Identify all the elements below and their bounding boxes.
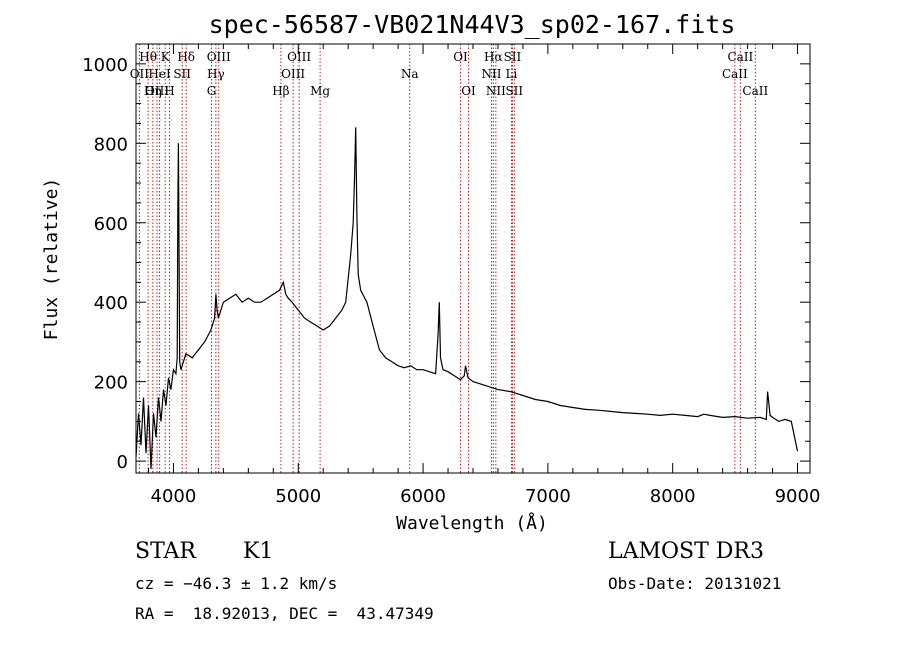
x-tick-label-5000: 5000 (275, 486, 321, 507)
marker-label-14: Hβ (272, 84, 289, 98)
marker-label-13: OIII (281, 67, 305, 81)
marker-label-17: OI (453, 50, 468, 64)
x-tick-label-6000: 6000 (400, 486, 446, 507)
subclass: K1 (243, 539, 274, 564)
marker-label-4: HeI (148, 67, 171, 81)
marker-label-9: OIII (207, 50, 231, 64)
marker-label-26: CaII (722, 67, 748, 81)
marker-label-5: Hη (144, 84, 162, 98)
x-axis-label: Wavelength (Å) (396, 512, 548, 534)
marker-label-23: NII (486, 84, 506, 98)
marker-label-1: OII (130, 67, 150, 81)
marker-label-21: NII (481, 67, 501, 81)
marker-label-2: OIII (145, 84, 169, 98)
y-axis-label: Flux (relative) (41, 178, 62, 341)
y-tick-label-200: 200 (94, 373, 128, 394)
axis-ticks: 4000 5000 6000 7000 8000 9000 0 200 400 600 800 100… (82, 44, 820, 507)
marker-label-18: OI (461, 84, 476, 98)
x-tick-label-8000: 8000 (650, 486, 696, 507)
y-tick-label-600: 600 (94, 214, 128, 235)
y-tick-label-400: 400 (94, 293, 128, 314)
marker-label-10: Hγ (207, 67, 225, 81)
marker-label-8: H (164, 84, 174, 98)
x-tick-label-9000: 9000 (775, 486, 821, 507)
marker-label-15: Mg (310, 84, 330, 98)
marker-label-16: Na (401, 67, 419, 81)
coordinates: RA = 18.92013, DEC = 43.47349 (135, 604, 434, 623)
marker-label-7: SII (173, 67, 191, 81)
y-tick-label-800: 800 (94, 134, 128, 155)
spectrum-series-line (135, 127, 799, 470)
plot-frame (135, 43, 811, 474)
marker-label-6: Hδ (177, 50, 195, 64)
marker-label-25: CaII (727, 50, 753, 64)
marker-label-20: SII (504, 50, 522, 64)
marker-label-19: Hα (484, 50, 503, 64)
marker-label-24: SII (505, 84, 523, 98)
marker-label-0: Hθ (139, 50, 157, 64)
y-tick-label-1000: 1000 (82, 55, 128, 76)
marker-label-3: K (161, 50, 171, 64)
x-tick-label-7000: 7000 (525, 486, 571, 507)
line-markers (138, 44, 756, 473)
object-class: STAR (135, 539, 196, 564)
marker-label-11: G (207, 84, 217, 98)
x-tick-label-4000: 4000 (151, 486, 197, 507)
marker-label-12: OIII (287, 50, 311, 64)
marker-label-27: CaII (742, 84, 768, 98)
survey-name: LAMOST DR3 (608, 539, 764, 564)
y-tick-label-0: 0 (117, 452, 128, 473)
redshift-velocity: cz = −46.3 ± 1.2 km/s (135, 574, 338, 593)
observation-date: Obs-Date: 20131021 (608, 574, 782, 593)
chart-title: spec-56587-VB021N44V3_sp02-167.fits (209, 10, 736, 39)
marker-label-22: Li (506, 67, 518, 81)
